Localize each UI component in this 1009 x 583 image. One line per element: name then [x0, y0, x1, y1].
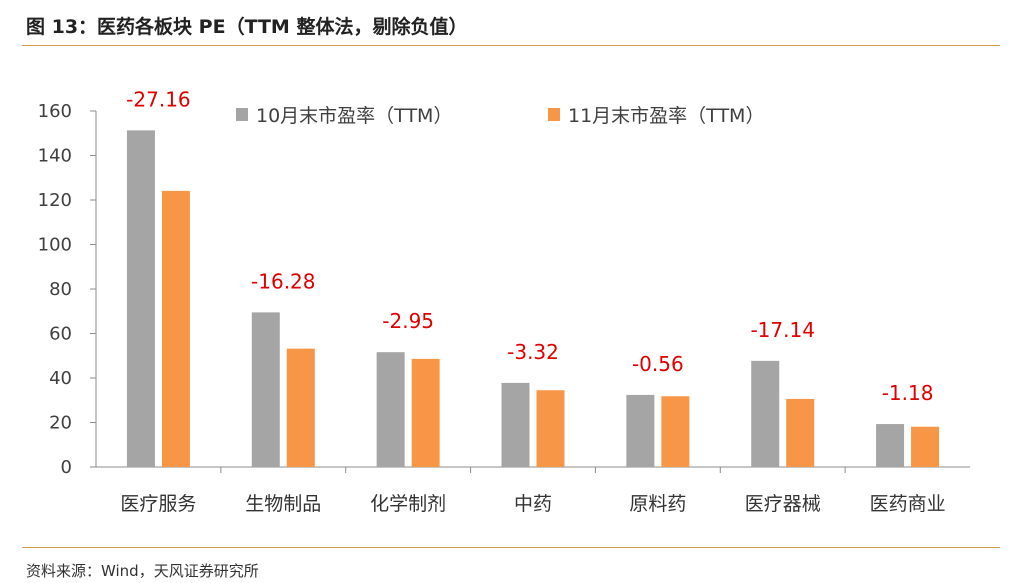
bar-series2 — [661, 396, 690, 467]
x-category-label: 化学制剂 — [370, 493, 446, 515]
y-tick-label: 40 — [49, 368, 72, 389]
y-tick-label: 0 — [61, 457, 72, 478]
y-tick-label: 160 — [38, 101, 72, 122]
legend-swatch-series2 — [548, 108, 560, 121]
bar-series1 — [251, 312, 280, 467]
labels-group: 医疗服务 -27.16 生物制品 -16.28 化学制剂 -2.95 中药 -3.32 原料药 -… — [120, 87, 945, 515]
x-category-label: 医药商业 — [870, 493, 946, 515]
x-category-label: 原料药 — [629, 493, 686, 515]
y-tick-label: 140 — [38, 146, 72, 167]
source-note: 资料来源：Wind，天风证券研究所 — [26, 562, 259, 580]
y-tick-label: 60 — [49, 324, 72, 345]
y-tick-label: 80 — [49, 279, 72, 300]
title-rule — [22, 45, 1000, 46]
legend-swatch-series1 — [236, 108, 248, 121]
y-tick-label: 20 — [49, 413, 72, 434]
bar-series2 — [536, 390, 565, 467]
x-category-label: 医疗服务 — [120, 493, 196, 515]
bar-series2 — [286, 348, 315, 467]
change-annotation: -0.56 — [632, 352, 684, 376]
y-tick-label: 120 — [38, 190, 72, 211]
y-tick-label: 100 — [38, 235, 72, 256]
chart-title: 图 13：医药各板块 PE（TTM 整体法，剔除负值） — [26, 16, 468, 38]
bar-series1 — [376, 352, 405, 467]
legend-label-series2: 11月末市盈率（TTM） — [568, 105, 764, 127]
change-annotation: -2.95 — [382, 309, 434, 333]
source-rule — [22, 547, 1000, 548]
x-category-label: 生物制品 — [245, 493, 321, 515]
change-annotation: -16.28 — [251, 269, 315, 293]
bar-series1 — [501, 382, 530, 467]
bars-group — [126, 130, 940, 468]
legend: 10月末市盈率（TTM） 11月末市盈率（TTM） — [236, 105, 764, 127]
change-annotation: -17.14 — [750, 318, 814, 342]
bar-series1 — [876, 424, 905, 467]
axes-group: 0 20 40 60 80 100 120 140 160 — [38, 101, 970, 478]
legend-label-series1: 10月末市盈率（TTM） — [256, 105, 452, 127]
bar-series2 — [411, 358, 440, 467]
change-annotation: -1.18 — [882, 381, 934, 405]
x-category-label: 医疗器械 — [745, 493, 821, 515]
bar-series2 — [911, 426, 940, 467]
bar-series1 — [751, 360, 780, 467]
bar-series1 — [626, 394, 655, 467]
x-category-label: 中药 — [514, 493, 552, 515]
change-annotation: -3.32 — [507, 340, 559, 364]
bar-series2 — [786, 398, 815, 467]
change-annotation: -27.16 — [126, 87, 190, 111]
bar-series2 — [161, 190, 190, 467]
bar-series1 — [126, 130, 155, 468]
